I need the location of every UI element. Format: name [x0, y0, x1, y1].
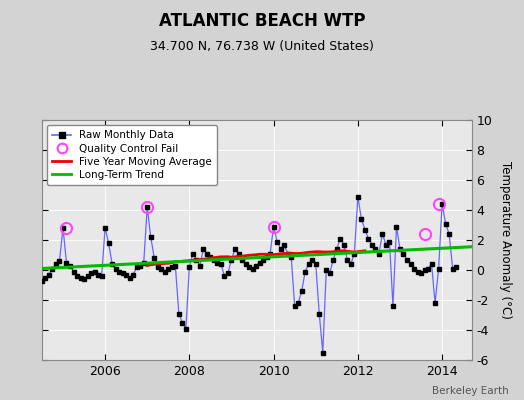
Legend: Raw Monthly Data, Quality Control Fail, Five Year Moving Average, Long-Term Tren: Raw Monthly Data, Quality Control Fail, … [47, 125, 217, 185]
Text: ATLANTIC BEACH WTP: ATLANTIC BEACH WTP [159, 12, 365, 30]
Text: 34.700 N, 76.738 W (United States): 34.700 N, 76.738 W (United States) [150, 40, 374, 53]
Y-axis label: Temperature Anomaly (°C): Temperature Anomaly (°C) [499, 161, 512, 319]
Text: Berkeley Earth: Berkeley Earth [432, 386, 508, 396]
